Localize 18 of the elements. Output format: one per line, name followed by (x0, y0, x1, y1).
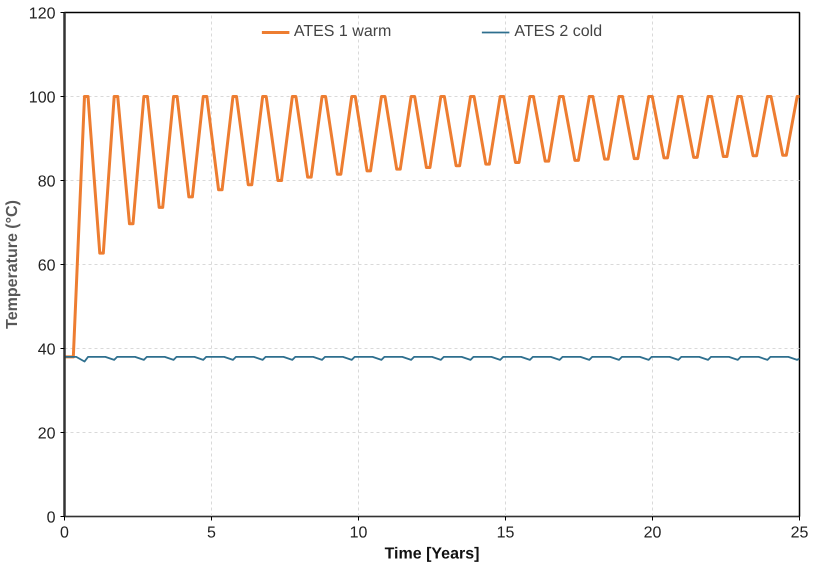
y-tick-label: 80 (38, 174, 56, 190)
y-tick-label: 40 (38, 342, 56, 358)
x-tick-label: 15 (496, 524, 514, 542)
y-tick-label: 120 (28, 6, 56, 22)
y-tick-label: 100 (28, 90, 56, 106)
y-axis-title: Temperature (°C) (4, 200, 21, 329)
legend-label: ATES 2 cold (514, 23, 602, 41)
y-tick-label: 0 (46, 510, 56, 526)
y-tick-label: 20 (38, 426, 56, 442)
x-tick-label: 5 (207, 524, 216, 542)
line-series (64, 95, 800, 358)
x-tick-label: 25 (790, 524, 808, 542)
x-axis-title: Time [Years] (384, 546, 480, 562)
legend-label: ATES 1 warm (294, 23, 392, 41)
y-tick-label: 60 (38, 258, 56, 274)
x-tick-label: 0 (60, 524, 70, 542)
x-tick-label: 10 (350, 524, 368, 542)
x-tick-label: 20 (644, 524, 662, 542)
